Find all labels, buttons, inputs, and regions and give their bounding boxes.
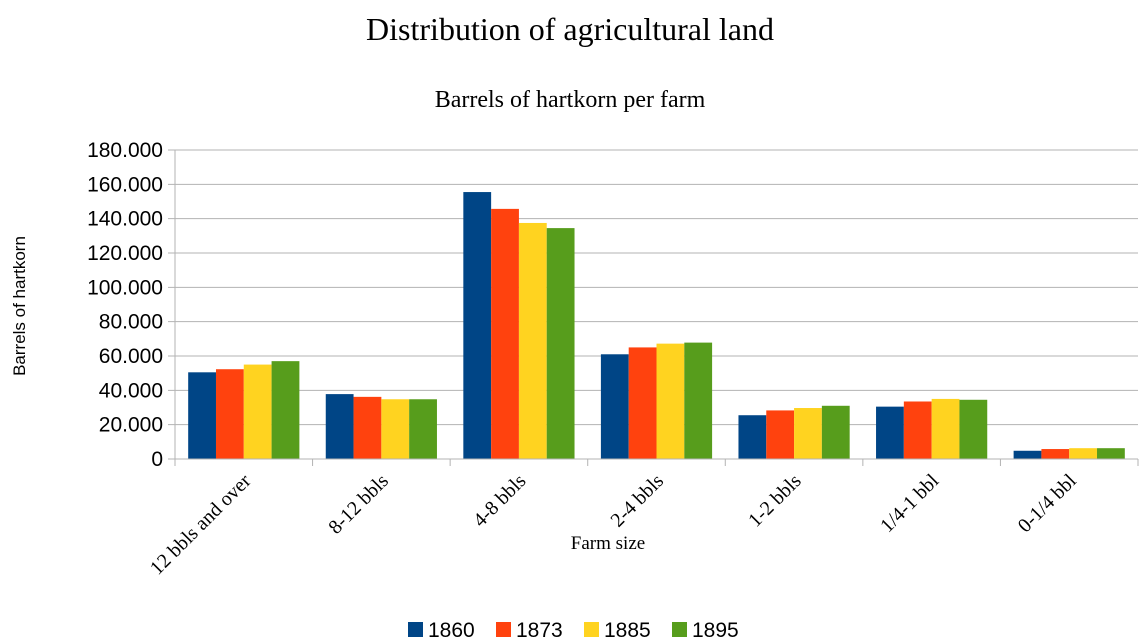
bar-1895 <box>959 399 988 459</box>
bar-1873 <box>353 396 382 459</box>
y-tick-label: 120.000 <box>87 242 163 265</box>
bar-1885 <box>243 364 272 459</box>
axes <box>174 150 1139 466</box>
bar-1895 <box>271 361 300 459</box>
bar-1860 <box>1013 450 1042 459</box>
bar-1860 <box>188 372 216 459</box>
legend-swatch <box>496 622 511 637</box>
bar-1873 <box>1041 449 1070 459</box>
bar-1873 <box>215 369 244 459</box>
bar-1895 <box>409 399 437 459</box>
x-category-label: 1-2 bbls <box>744 470 806 532</box>
bar-1873 <box>766 410 795 459</box>
x-category-label: 12 bbls and over <box>146 470 256 580</box>
bar-1895 <box>684 342 713 459</box>
x-category-label: 1/4-1 bbl <box>876 470 943 537</box>
legend-swatch <box>584 622 599 637</box>
y-tick-label: 0 <box>151 448 163 471</box>
bar-1885 <box>794 408 822 459</box>
bar-1885 <box>518 222 547 459</box>
bar-1885 <box>931 398 960 459</box>
y-tick-label: 180.000 <box>87 139 163 162</box>
bar-1895 <box>821 405 850 459</box>
bar-1860 <box>463 192 492 459</box>
x-category-label: 2-4 bbls <box>607 470 669 532</box>
legend-swatch <box>408 622 423 637</box>
bar-1885 <box>656 343 685 459</box>
y-tick-label: 100.000 <box>87 276 163 299</box>
bar-1895 <box>1097 448 1125 459</box>
legend-label: 1885 <box>604 619 651 642</box>
y-tick-label: 40.000 <box>99 379 163 402</box>
chart-subtitle: Barrels of hartkorn per farm <box>435 87 706 113</box>
legend-swatch <box>672 622 687 637</box>
y-axis-label: Barrels of hartkorn <box>10 236 29 376</box>
bar-1873 <box>628 347 657 459</box>
y-tick-label: 80.000 <box>99 311 163 334</box>
legend: 1860 1873 1885 1895 <box>408 619 739 642</box>
bar-1885 <box>1069 448 1098 459</box>
x-category-label: 8-12 bbls <box>324 470 393 539</box>
x-category-labels: 12 bbls and over 8-12 bbls 4-8 bbls 2-4 bbl… <box>146 470 1081 580</box>
bar-1860 <box>600 354 629 459</box>
y-tick-labels: 0 20.000 40.000 60.000 80.000 100.000 120.000 1… <box>87 139 163 471</box>
legend-label: 1873 <box>516 619 563 642</box>
legend-label: 1860 <box>428 619 475 642</box>
y-tick-label: 160.000 <box>87 173 163 196</box>
bars-group <box>188 192 1125 459</box>
y-tick-label: 20.000 <box>99 414 163 437</box>
chart-title: Distribution of agricultural land <box>366 11 774 47</box>
y-tick-label: 60.000 <box>99 345 163 368</box>
legend-label: 1895 <box>692 619 739 642</box>
bar-1885 <box>381 399 410 459</box>
bar-1873 <box>903 401 932 459</box>
y-tick-label: 140.000 <box>87 208 163 231</box>
bar-1860 <box>876 406 904 459</box>
bar-1860 <box>738 415 767 459</box>
x-category-label: 0-1/4 bbl <box>1014 470 1081 537</box>
x-axis-label: Farm size <box>571 533 645 554</box>
bar-1873 <box>491 208 519 459</box>
x-category-label: 4-8 bbls <box>469 470 531 532</box>
bar-1895 <box>546 228 575 459</box>
bar-1860 <box>325 394 354 459</box>
